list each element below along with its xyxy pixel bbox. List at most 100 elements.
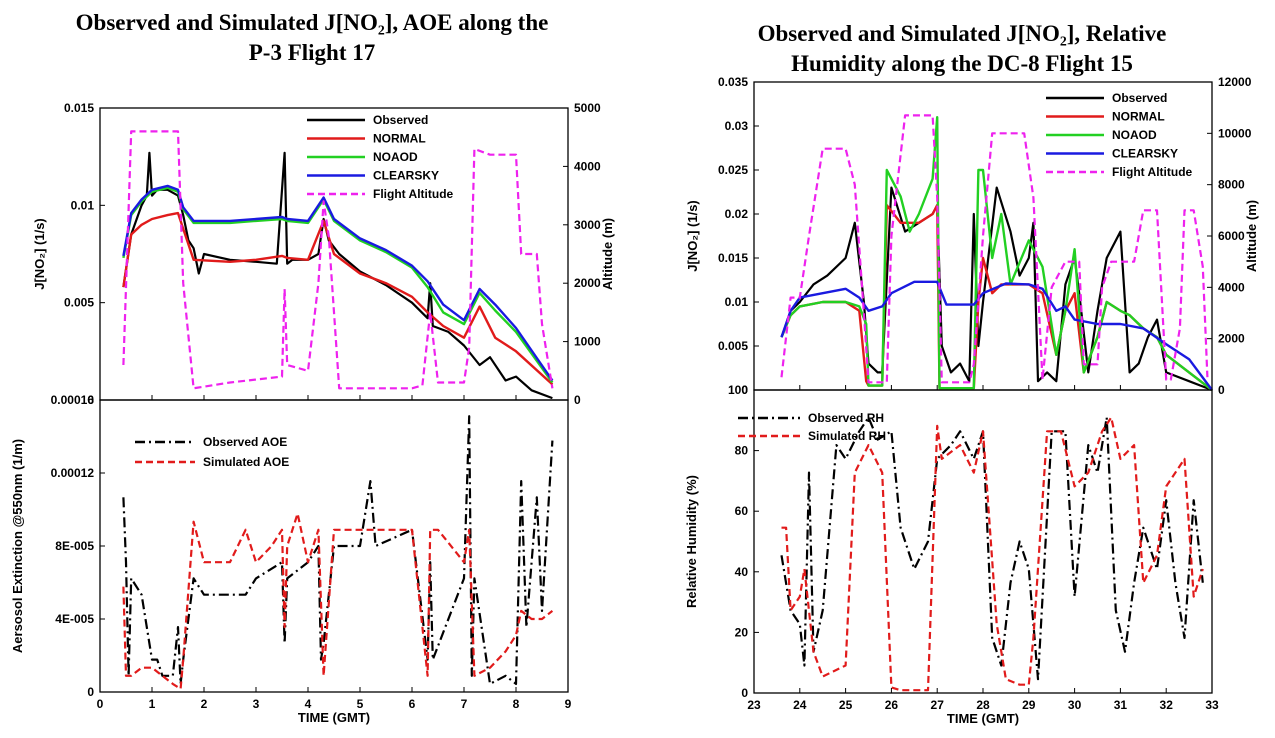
left-aoe-chart-xtick-label: 1 <box>149 697 156 711</box>
left-jno2-chart-series-normal <box>122 211 554 386</box>
right-rh-chart-ytick-label: 20 <box>735 625 749 639</box>
right-jno2-chart-legend-label-observed: Observed <box>1112 91 1167 105</box>
right-rh-chart-xtick-label: 24 <box>793 698 807 712</box>
left-aoe-chart-ytick-label: 4E-005 <box>55 612 94 626</box>
right-jno2-chart-series-clearsky <box>780 280 1213 391</box>
right-jno2-chart: 0 0.005 0.01 0.015 0.02 0.025 0.03 0.035 0 2000 40… <box>685 75 1259 397</box>
right-rh-chart-ytick-label: 60 <box>735 504 749 518</box>
left-aoe-chart-series-simulated-aoe <box>122 512 554 690</box>
right-jno2-chart-ytick-label: 0.035 <box>718 75 748 89</box>
right-rh-chart-series-simulated-rh <box>781 416 1204 692</box>
right-jno2-chart-legend-label-clearsky: CLEARSKY <box>1112 147 1178 161</box>
right-panel-title: Observed and Simulated J[NO₂], Relative … <box>758 21 1167 76</box>
right-rh-chart-xtick-label: 31 <box>1114 698 1128 712</box>
left-jno2-chart-legend-label-normal: NORMAL <box>373 132 426 146</box>
right-rh-chart: 0 20 40 60 80 100 23 24 25 26 27 28 29 30 31 32 33 TIME (… <box>684 383 1219 726</box>
right-rh-chart-xtick-label: 33 <box>1205 698 1219 712</box>
right-rh-chart-xtick-label: 25 <box>839 698 853 712</box>
right-jno2-chart-y2tick-label: 8000 <box>1218 178 1245 192</box>
plot-area: 00.0050.010.015010002000300040005000Alti… <box>10 75 1259 726</box>
left-jno2-chart-ytick-label: 0.015 <box>64 101 94 115</box>
left-jno2-chart-ytick-label: 0.01 <box>71 198 95 212</box>
right-rh-chart-legend: Observed RH Simulated RH <box>738 411 886 443</box>
left-aoe-chart-y-axis-label: Aersosol Extinction @550nm (1/m) <box>10 439 25 653</box>
left-aoe-chart-xtick-label: 9 <box>565 697 572 711</box>
right-jno2-chart-series-flight-altitude <box>780 114 1209 384</box>
left-jno2-chart-legend-label-observed: Observed <box>373 113 428 127</box>
right-jno2-chart-y2tick-label: 12000 <box>1218 75 1252 89</box>
right-jno2-chart-legend-label-flight-altitude: Flight Altitude <box>1112 165 1193 179</box>
left-aoe-chart-xtick-label: 0 <box>97 697 104 711</box>
right-jno2-chart-y2tick-label: 2000 <box>1218 332 1245 346</box>
left-jno2-chart-y2-axis-label: Altitude (m) <box>600 218 615 290</box>
right-jno2-chart-ytick-label: 0.015 <box>718 251 748 265</box>
right-jno2-chart-ytick-label: 0.03 <box>725 119 749 133</box>
right-rh-chart-xtick-label: 23 <box>747 698 761 712</box>
right-rh-chart-xtick-label: 32 <box>1160 698 1174 712</box>
left-aoe-chart-ytick-label: 0 <box>87 685 94 699</box>
left-jno2-chart-ytick-label: 0 <box>87 393 94 407</box>
right-jno2-chart-series-noaod <box>780 115 1213 391</box>
left-aoe-chart-legend-label-simulated-aoe: Simulated AOE <box>203 455 289 469</box>
right-rh-chart-x-axis-label: TIME (GMT) <box>947 711 1019 726</box>
left-jno2-chart-series-flight-altitude <box>122 130 554 390</box>
left-aoe-chart-xtick-label: 2 <box>201 697 208 711</box>
right-title-line-1: Observed and Simulated J[NO₂], Relative <box>758 21 1167 46</box>
left-jno2-chart-series-noaod <box>122 186 554 384</box>
right-rh-chart-ytick-label: 0 <box>741 686 748 700</box>
right-rh-chart-xtick-label: 30 <box>1068 698 1082 712</box>
left-aoe-chart-ytick-label: 0.00012 <box>51 466 95 480</box>
left-title-line-1: Observed and Simulated J[NO₂], AOE along… <box>76 10 549 35</box>
right-jno2-chart-ytick-label: 0.01 <box>725 295 749 309</box>
right-jno2-chart-y2tick-label: 4000 <box>1218 280 1245 294</box>
left-jno2-chart-y-axis-label: J[NO₂] (1/s) <box>32 218 47 290</box>
right-jno2-chart-y2-axis-label: Altitude (m) <box>1244 200 1259 272</box>
left-aoe-chart-frame <box>99 399 569 693</box>
left-aoe-chart-x-axis-label: TIME (GMT) <box>298 710 370 725</box>
left-jno2-chart-series-observed <box>122 151 553 400</box>
left-jno2-chart-legend-label-flight-altitude: Flight Altitude <box>373 187 454 201</box>
left-aoe-chart-series-observed-aoe <box>122 415 554 686</box>
left-jno2-chart: 0 0.005 0.01 0.015 0 1000 2000 3000 4000 5000 Alti… <box>32 101 615 407</box>
left-aoe-chart-xtick-label: 8 <box>513 697 520 711</box>
right-title-line-2: Humidity along the DC-8 Flight 15 <box>791 51 1133 76</box>
right-rh-chart-xtick-label: 27 <box>931 698 945 712</box>
right-jno2-chart-y-axis-label: J[NO₂] (1/s) <box>685 200 700 272</box>
left-aoe-chart-ytick-label: 0.00016 <box>51 393 95 407</box>
right-rh-chart-xtick-label: 28 <box>976 698 990 712</box>
right-rh-chart-y-axis-label: Relative Humidity (%) <box>684 475 699 608</box>
right-rh-chart-ytick-label: 100 <box>728 383 748 397</box>
right-rh-chart-ytick-label: 80 <box>735 444 749 458</box>
right-rh-chart-legend-label-observed-rh: Observed RH <box>808 411 884 425</box>
left-jno2-chart-legend: Observed NORMAL NOAOD CLEARSKY Flight Altitu… <box>307 113 454 201</box>
right-jno2-chart-ytick-label: 0 <box>741 383 748 397</box>
left-aoe-chart-xtick-label: 6 <box>409 697 416 711</box>
right-rh-chart-series-observed-rh <box>780 416 1204 681</box>
left-jno2-chart-y2tick-label: 3000 <box>574 218 601 232</box>
left-aoe-chart-ytick-label: 8E-005 <box>55 539 94 553</box>
right-jno2-chart-legend-label-noaod: NOAOD <box>1112 128 1157 142</box>
right-rh-chart-xtick-label: 29 <box>1022 698 1036 712</box>
left-aoe-chart-xtick-label: 7 <box>461 697 468 711</box>
left-aoe-chart-xtick-label: 3 <box>253 697 260 711</box>
left-title-line-2: P-3 Flight 17 <box>249 40 376 65</box>
left-jno2-chart-y2tick-label: 4000 <box>574 159 601 173</box>
right-rh-chart-xtick-label: 26 <box>885 698 899 712</box>
left-jno2-chart-y2tick-label: 5000 <box>574 101 601 115</box>
right-rh-chart-ytick-label: 40 <box>735 565 749 579</box>
left-jno2-chart-y2tick-label: 1000 <box>574 335 601 349</box>
left-jno2-chart-ytick-label: 0.005 <box>64 296 94 310</box>
left-jno2-chart-legend-label-noaod: NOAOD <box>373 150 418 164</box>
right-jno2-chart-legend-label-normal: NORMAL <box>1112 110 1165 124</box>
right-jno2-chart-y2tick-label: 0 <box>1218 383 1225 397</box>
right-jno2-chart-ytick-label: 0.005 <box>718 339 748 353</box>
right-rh-chart-legend-label-simulated-rh: Simulated RH <box>808 429 886 443</box>
left-jno2-chart-legend-label-clearsky: CLEARSKY <box>373 169 439 183</box>
left-jno2-chart-y2tick-label: 0 <box>574 393 581 407</box>
left-aoe-chart-legend-label-observed-aoe: Observed AOE <box>203 435 287 449</box>
right-jno2-chart-ytick-label: 0.025 <box>718 163 748 177</box>
left-aoe-chart-legend: Observed AOE Simulated AOE <box>135 435 289 469</box>
left-jno2-chart-series-clearsky <box>122 184 554 382</box>
